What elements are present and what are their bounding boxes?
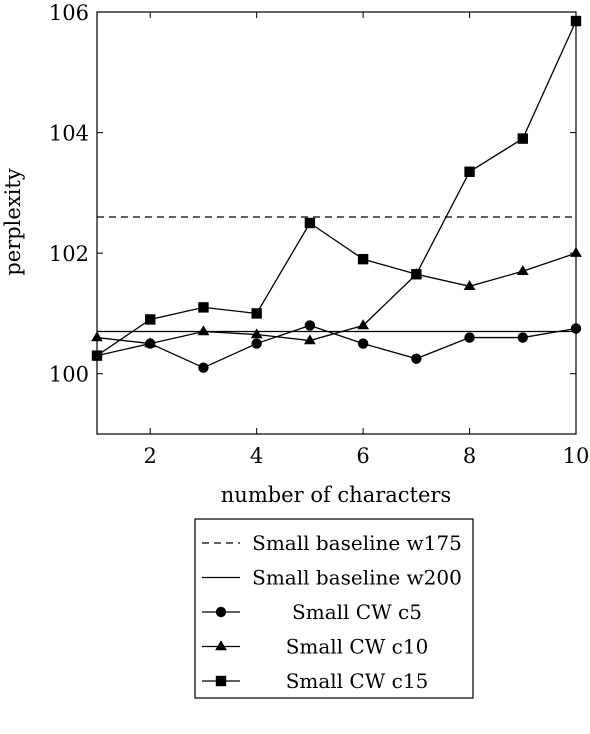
legend-marker-small-cw-c15 <box>215 675 227 687</box>
legend-label-small-cw-c15: Small CW c15 <box>286 669 429 693</box>
data-point-small-cw-c15 <box>198 302 209 313</box>
data-point-small-cw-c10 <box>197 325 210 336</box>
legend-label-small-baseline-w200: Small baseline w200 <box>252 566 462 590</box>
legend-label-small-cw-c10: Small CW c10 <box>286 635 429 659</box>
data-point-small-cw-c15 <box>464 166 475 177</box>
x-tick-label: 8 <box>463 444 476 468</box>
data-point-small-cw-c15 <box>251 308 262 319</box>
data-point-small-cw-c5 <box>304 320 316 331</box>
plot-area <box>91 15 582 373</box>
y-tick-label: 104 <box>49 122 89 146</box>
data-point-small-cw-c15 <box>411 269 422 280</box>
y-tick-label: 106 <box>49 1 89 25</box>
data-point-small-cw-c10 <box>303 334 316 345</box>
legend-label-small-baseline-w175: Small baseline w175 <box>252 531 462 555</box>
data-point-small-cw-c10 <box>357 319 370 330</box>
legend-box <box>194 518 474 699</box>
plot-frame <box>96 11 577 435</box>
x-tick-label: 6 <box>356 444 369 468</box>
legend-label-small-cw-c5: Small CW c5 <box>292 600 422 624</box>
data-point-small-cw-c5 <box>464 332 475 343</box>
data-point-small-cw-c15 <box>357 253 369 265</box>
axes: 2 4 6 8 10 100 102 104 106 <box>49 1 589 468</box>
series-line-small-cw-c10 <box>96 252 577 345</box>
legend-marker-small-cw-c5 <box>215 606 227 618</box>
data-point-small-cw-c5 <box>357 338 369 349</box>
y-tick-label: 100 <box>49 363 89 387</box>
data-point-small-cw-c5 <box>411 353 422 364</box>
data-point-small-cw-c15 <box>304 217 316 229</box>
x-tick-label: 2 <box>144 444 157 468</box>
data-point-small-cw-c5 <box>198 362 209 373</box>
data-point-small-cw-c5 <box>251 338 262 349</box>
y-axis-title: perplexity <box>1 168 25 275</box>
data-point-small-cw-c5 <box>517 332 528 343</box>
data-point-small-cw-c10 <box>250 328 263 339</box>
data-point-small-cw-c10 <box>463 280 476 291</box>
data-point-small-cw-c15 <box>145 314 156 325</box>
data-point-small-cw-c10 <box>144 337 157 348</box>
x-axis-title: number of characters <box>221 483 451 507</box>
legend: Small baseline w175 Small baseline w200 Sm… <box>194 518 474 699</box>
y-tick-label: 102 <box>49 242 89 266</box>
x-tick-label: 4 <box>250 444 263 468</box>
x-tick-label: 10 <box>563 444 590 468</box>
data-point-small-cw-c15 <box>517 133 528 144</box>
series-line-small-cw-c5 <box>96 324 577 369</box>
series-line-small-cw-c15 <box>96 20 577 357</box>
data-point-small-cw-c10 <box>516 265 529 275</box>
legend-marker-small-cw-c10 <box>215 640 227 651</box>
